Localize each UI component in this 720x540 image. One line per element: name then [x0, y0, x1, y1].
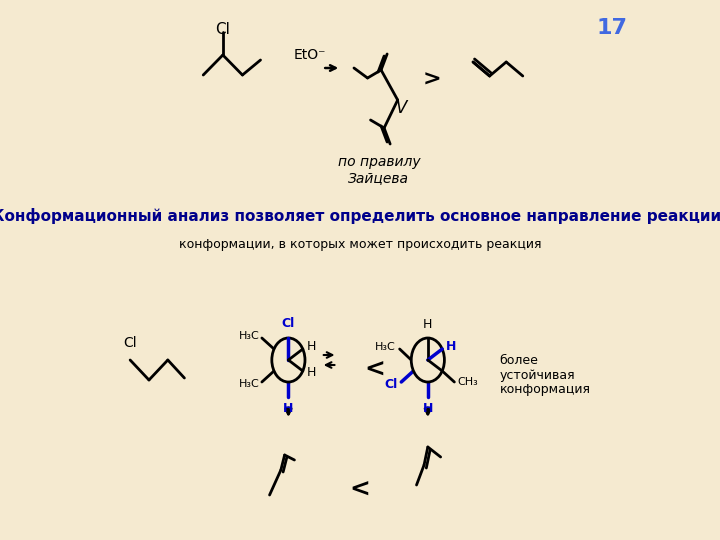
Text: H: H	[423, 318, 433, 331]
Text: конформации, в которых может происходить реакция: конформации, в которых может происходить…	[179, 238, 541, 251]
Text: <: <	[364, 358, 385, 382]
Text: Cl: Cl	[384, 377, 397, 390]
Text: CH₃: CH₃	[457, 377, 478, 387]
Text: H₃C: H₃C	[239, 379, 260, 389]
Text: EtO⁻: EtO⁻	[293, 48, 325, 62]
Text: >: >	[423, 70, 441, 90]
Circle shape	[272, 338, 305, 382]
Text: H₃C: H₃C	[375, 342, 396, 352]
Text: H: H	[307, 341, 316, 354]
Text: H: H	[307, 367, 316, 380]
Text: Конформационный анализ позволяет определить основное направление реакции:: Конформационный анализ позволяет определ…	[0, 208, 720, 224]
Text: Cl: Cl	[282, 317, 295, 330]
Text: 17: 17	[597, 18, 628, 38]
Text: H: H	[446, 341, 456, 354]
Text: H: H	[423, 402, 433, 415]
Text: V: V	[396, 99, 408, 117]
Text: Cl: Cl	[123, 336, 137, 350]
Circle shape	[411, 338, 444, 382]
Text: H₃C: H₃C	[239, 331, 260, 341]
Text: более
устойчивая
конформация: более устойчивая конформация	[500, 354, 590, 396]
Text: <: <	[350, 478, 370, 502]
Text: Cl: Cl	[215, 22, 230, 37]
Text: по правилу
Зайцева: по правилу Зайцева	[338, 155, 420, 185]
Text: H: H	[283, 402, 294, 415]
